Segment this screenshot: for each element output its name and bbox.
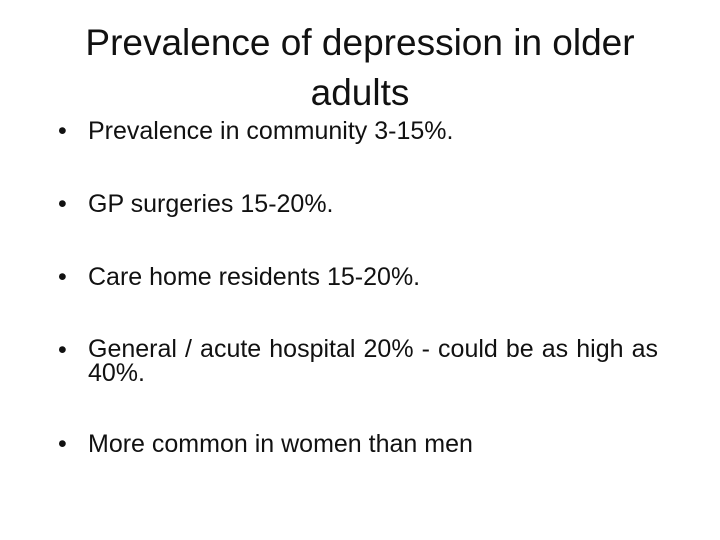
- bullet-dot-icon: •: [58, 117, 67, 145]
- bullet-item: • Care home residents 15-20%.: [58, 264, 658, 291]
- bullet-dot-icon: •: [58, 336, 67, 364]
- bullet-item: • General / acute hospital 20% - could b…: [58, 335, 658, 387]
- bullet-item: • More common in women than men: [58, 431, 658, 458]
- slide-title: Prevalence of depression in older adults: [85, 22, 635, 113]
- bullet-text: Prevalence in community 3-15%.: [88, 117, 454, 145]
- bullet-dot-icon: •: [58, 190, 67, 218]
- bullet-text: GP surgeries 15-20%.: [88, 190, 334, 218]
- bullet-text: More common in women than men: [88, 430, 473, 458]
- bullet-list: • Prevalence in community 3-15%. • GP su…: [58, 118, 658, 458]
- bullet-item: • GP surgeries 15-20%.: [58, 191, 658, 218]
- bullet-dot-icon: •: [58, 263, 67, 291]
- bullet-text: General / acute hospital 20% - could be …: [88, 335, 658, 387]
- bullet-item: • Prevalence in community 3-15%.: [58, 118, 658, 145]
- bullet-dot-icon: •: [58, 430, 67, 458]
- bullet-text: Care home residents 15-20%.: [88, 263, 421, 291]
